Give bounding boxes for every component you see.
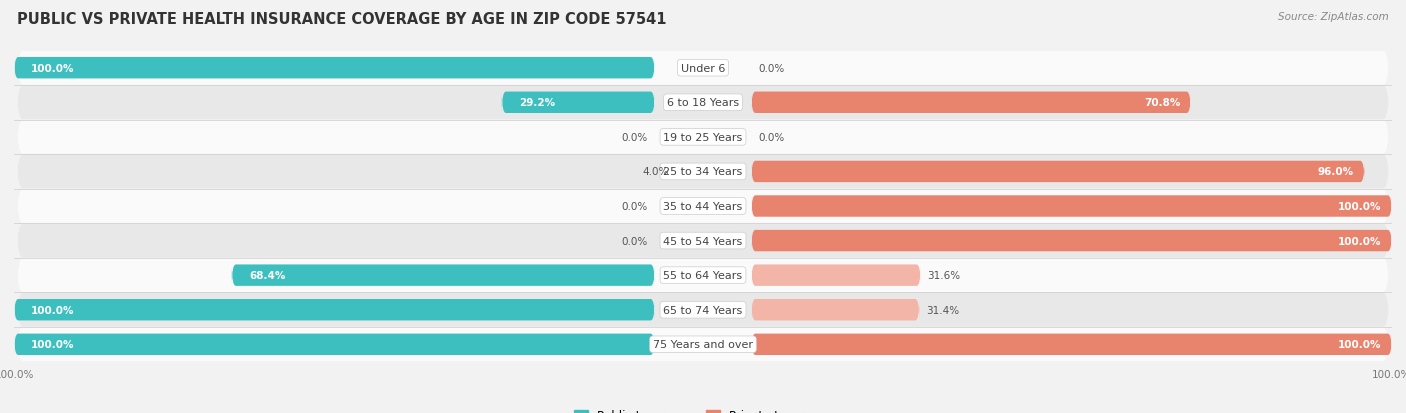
FancyBboxPatch shape: [17, 224, 1389, 258]
Text: 45 to 54 Years: 45 to 54 Years: [664, 236, 742, 246]
FancyBboxPatch shape: [502, 93, 655, 114]
FancyBboxPatch shape: [751, 265, 921, 286]
Text: 29.2%: 29.2%: [519, 98, 555, 108]
FancyBboxPatch shape: [17, 293, 1389, 327]
Text: Under 6: Under 6: [681, 64, 725, 74]
Legend: Public Insurance, Private Insurance: Public Insurance, Private Insurance: [569, 404, 837, 413]
FancyBboxPatch shape: [751, 93, 1191, 114]
Text: Source: ZipAtlas.com: Source: ZipAtlas.com: [1278, 12, 1389, 22]
Text: 0.0%: 0.0%: [621, 133, 648, 142]
Text: 100.0%: 100.0%: [1339, 202, 1382, 211]
Text: 68.4%: 68.4%: [249, 271, 285, 280]
FancyBboxPatch shape: [14, 334, 655, 355]
FancyBboxPatch shape: [751, 334, 1392, 355]
Text: 0.0%: 0.0%: [758, 64, 785, 74]
FancyBboxPatch shape: [17, 86, 1389, 120]
Text: 55 to 64 Years: 55 to 64 Years: [664, 271, 742, 280]
Text: 65 to 74 Years: 65 to 74 Years: [664, 305, 742, 315]
Text: 19 to 25 Years: 19 to 25 Years: [664, 133, 742, 142]
Text: 0.0%: 0.0%: [621, 236, 648, 246]
Text: 100.0%: 100.0%: [1339, 236, 1382, 246]
Text: 100.0%: 100.0%: [31, 339, 75, 349]
Text: 35 to 44 Years: 35 to 44 Years: [664, 202, 742, 211]
FancyBboxPatch shape: [14, 58, 655, 79]
Text: 31.4%: 31.4%: [927, 305, 959, 315]
Text: 70.8%: 70.8%: [1144, 98, 1181, 108]
FancyBboxPatch shape: [751, 299, 920, 320]
FancyBboxPatch shape: [14, 299, 655, 320]
FancyBboxPatch shape: [17, 328, 1389, 361]
FancyBboxPatch shape: [751, 196, 1392, 217]
Text: 4.0%: 4.0%: [643, 167, 669, 177]
Text: 100.0%: 100.0%: [1339, 339, 1382, 349]
Text: 96.0%: 96.0%: [1317, 167, 1354, 177]
FancyBboxPatch shape: [232, 265, 655, 286]
FancyBboxPatch shape: [17, 190, 1389, 223]
FancyBboxPatch shape: [17, 259, 1389, 292]
Text: 75 Years and over: 75 Years and over: [652, 339, 754, 349]
Text: 31.6%: 31.6%: [928, 271, 960, 280]
FancyBboxPatch shape: [17, 121, 1389, 154]
Text: 100.0%: 100.0%: [31, 64, 75, 74]
Text: 0.0%: 0.0%: [758, 133, 785, 142]
Text: 100.0%: 100.0%: [31, 305, 75, 315]
FancyBboxPatch shape: [17, 155, 1389, 189]
FancyBboxPatch shape: [751, 230, 1392, 252]
FancyBboxPatch shape: [751, 161, 1364, 183]
Text: PUBLIC VS PRIVATE HEALTH INSURANCE COVERAGE BY AGE IN ZIP CODE 57541: PUBLIC VS PRIVATE HEALTH INSURANCE COVER…: [17, 12, 666, 27]
Text: 25 to 34 Years: 25 to 34 Years: [664, 167, 742, 177]
Text: 6 to 18 Years: 6 to 18 Years: [666, 98, 740, 108]
Text: 0.0%: 0.0%: [621, 202, 648, 211]
FancyBboxPatch shape: [17, 52, 1389, 85]
